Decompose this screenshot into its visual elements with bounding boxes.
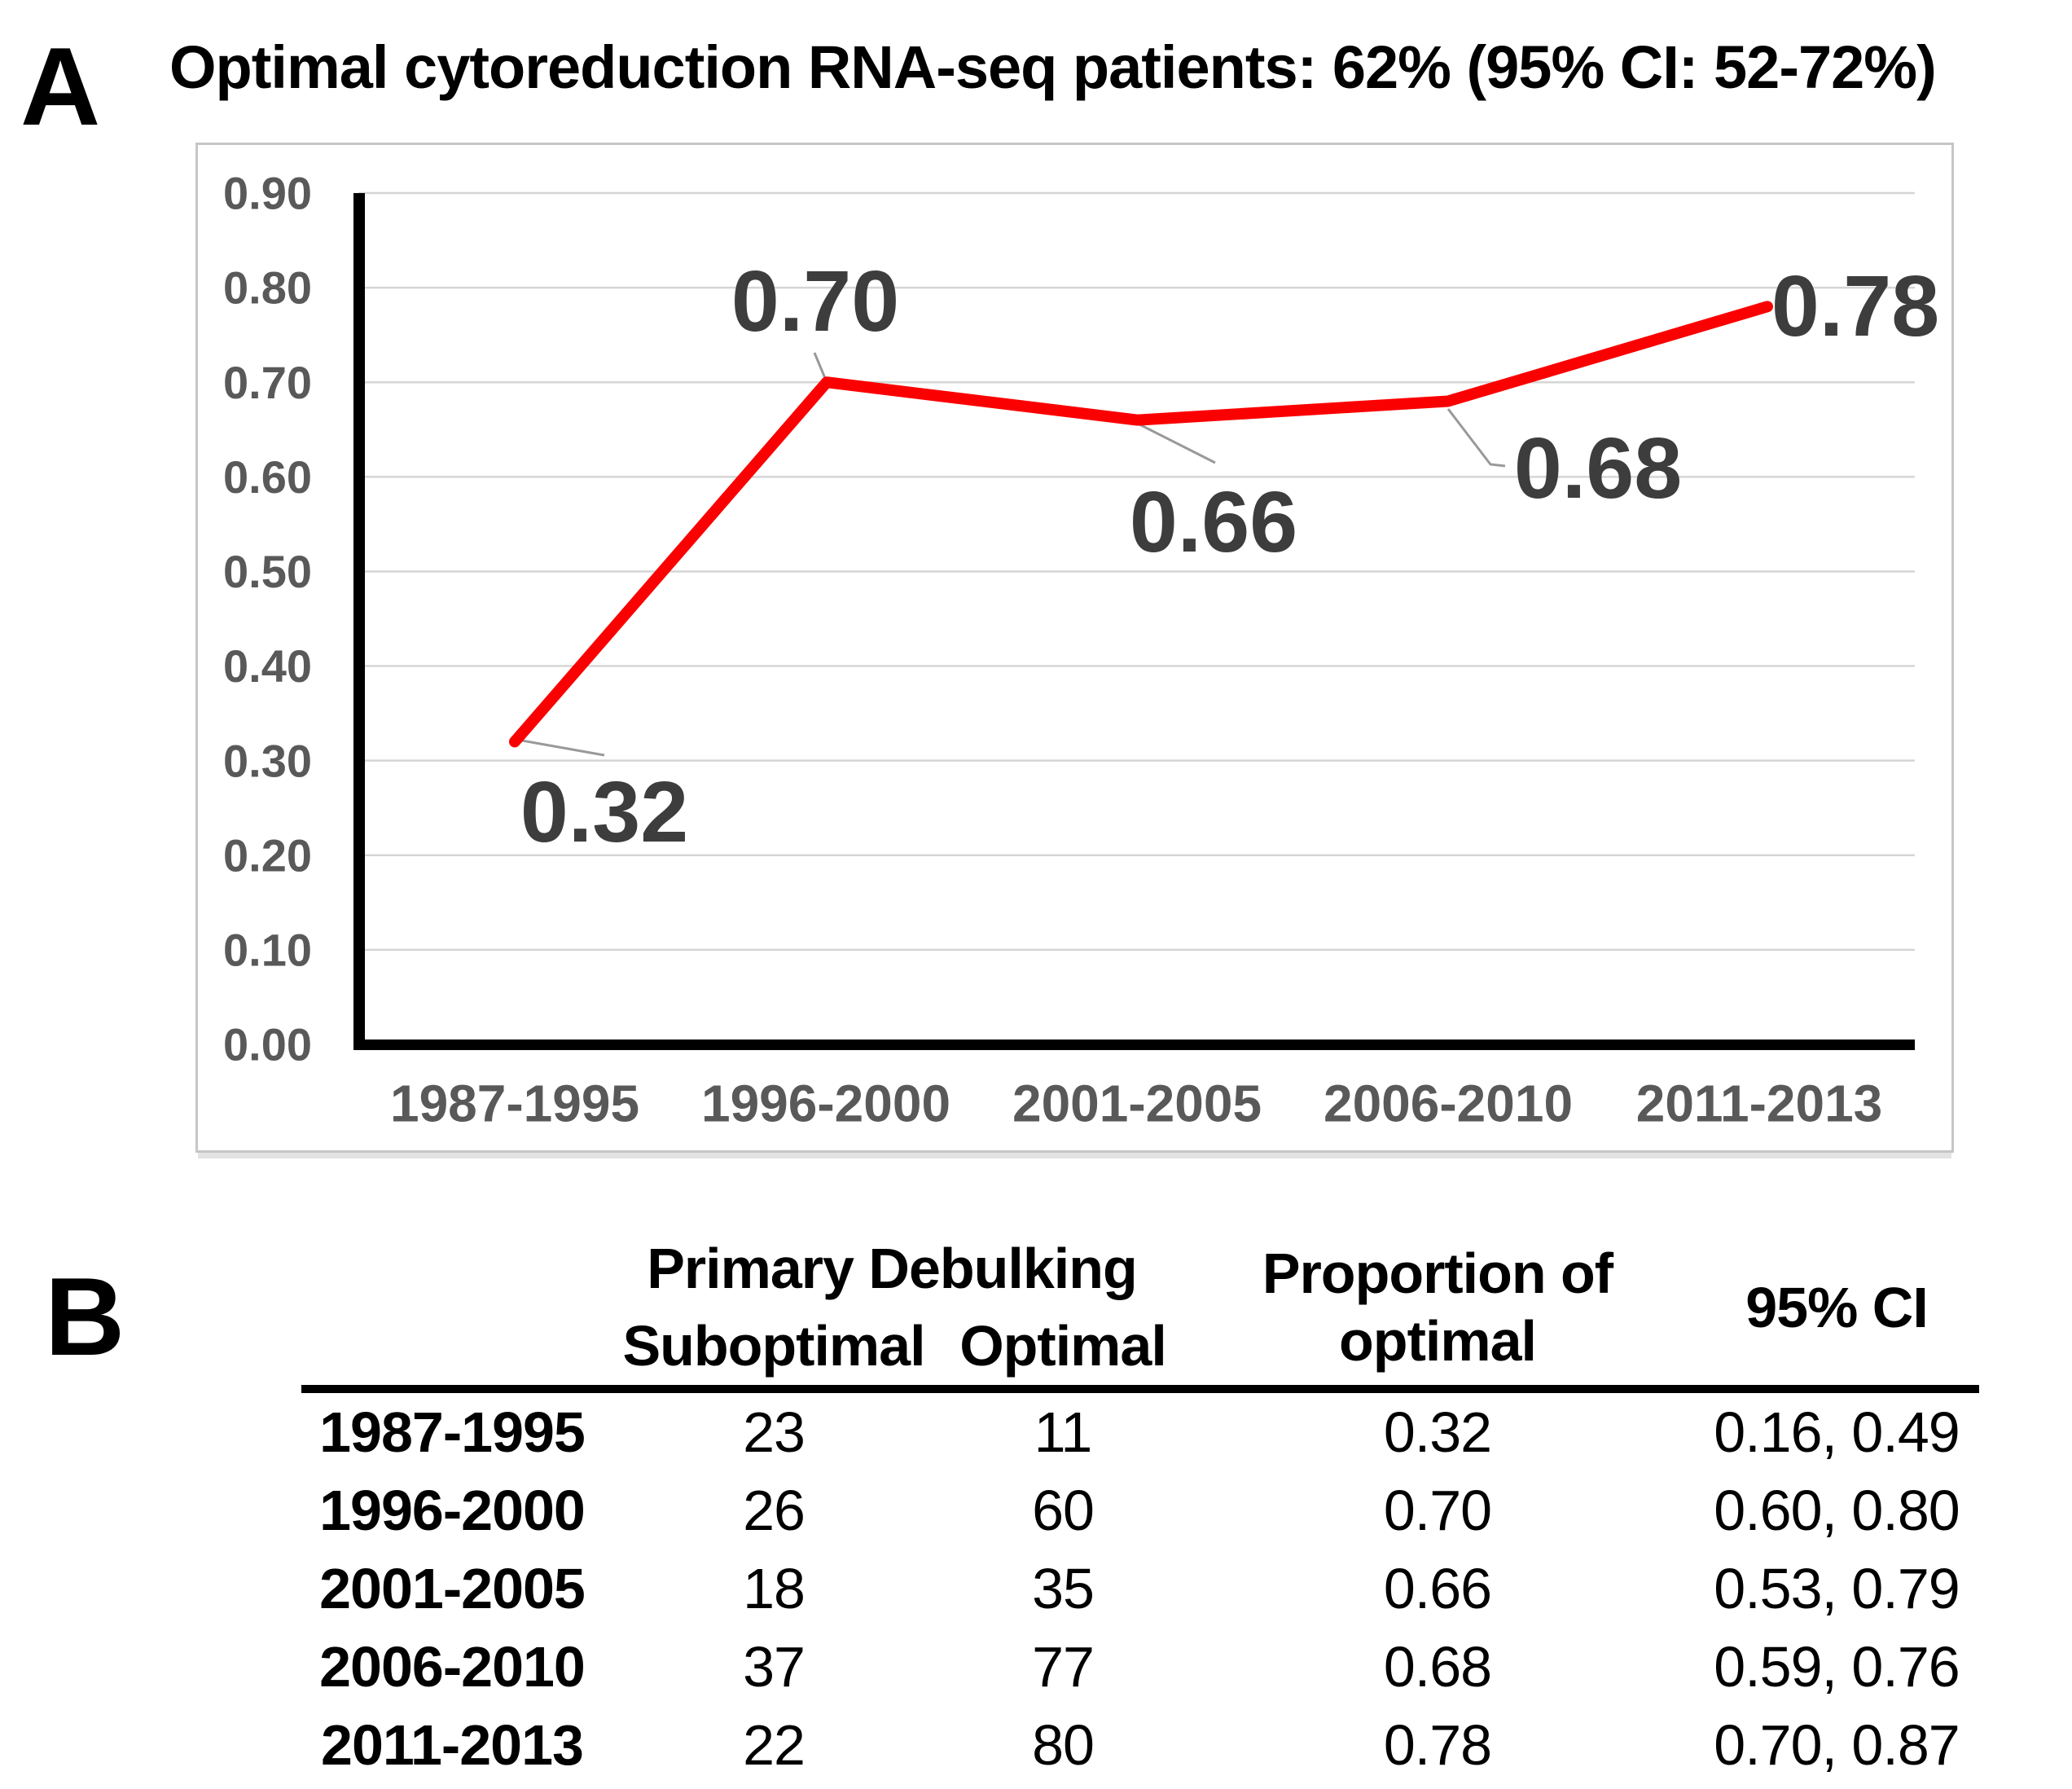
x-axis — [353, 1040, 1915, 1050]
row-proportion: 0.70 — [1383, 1479, 1492, 1542]
line-chart: 0.00 0.10 0.20 0.30 0.40 0.50 0.60 0.70 0.80 0.90… — [223, 168, 1939, 1133]
row-ci: 0.70, 0.87 — [1714, 1713, 1960, 1777]
row-optimal: 77 — [1032, 1635, 1095, 1699]
table-row: 2001-2005 18 35 0.66 0.53, 0.79 — [301, 1549, 1979, 1628]
row-suboptimal: 26 — [743, 1479, 806, 1542]
row-period: 1996-2000 — [319, 1479, 586, 1542]
y-tick-label: 0.60 — [223, 451, 312, 503]
row-ci: 0.53, 0.79 — [1714, 1557, 1960, 1620]
row-proportion: 0.68 — [1383, 1635, 1492, 1699]
x-tick-label: 2001-2005 — [1012, 1074, 1262, 1132]
debulking-table: Primary Debulking Suboptimal Optimal Pro… — [301, 1230, 1979, 1784]
data-label-leader — [1446, 408, 1506, 468]
y-tick-label: 0.30 — [223, 735, 312, 786]
data-label: 0.78 — [1771, 258, 1939, 354]
row-optimal: 80 — [1032, 1713, 1095, 1777]
header-primary-debulking: Primary Debulking — [647, 1237, 1138, 1301]
table-header-rule — [301, 1385, 1979, 1393]
y-tick-label: 0.20 — [223, 829, 312, 881]
y-tick-label: 0.50 — [223, 546, 312, 597]
x-tick-label: 1996-2000 — [701, 1074, 950, 1132]
y-tick-label: 0.80 — [223, 262, 312, 314]
data-label: 0.68 — [1514, 420, 1682, 516]
row-suboptimal: 18 — [743, 1557, 806, 1620]
data-label-leader — [516, 738, 605, 757]
row-suboptimal: 22 — [743, 1713, 806, 1777]
row-optimal: 11 — [1034, 1400, 1093, 1464]
y-tick-label: 0.90 — [223, 168, 312, 219]
data-label-leader — [1137, 422, 1216, 464]
panel-a-label: A — [20, 24, 101, 148]
table-row: 1996-2000 26 60 0.70 0.60, 0.80 — [301, 1471, 1979, 1549]
chart-panel: 0.00 0.10 0.20 0.30 0.40 0.50 0.60 0.70 0.80 0.90… — [195, 143, 1954, 1153]
row-proportion: 0.66 — [1383, 1557, 1492, 1620]
header-optimal: Optimal — [959, 1314, 1167, 1378]
y-tick-label: 0.40 — [223, 640, 312, 692]
row-period: 2006-2010 — [319, 1635, 586, 1699]
header-suboptimal: Suboptimal — [622, 1314, 925, 1378]
table-header: Primary Debulking Suboptimal Optimal Pro… — [301, 1230, 1979, 1385]
y-axis — [353, 193, 365, 1050]
data-label: 0.70 — [731, 253, 899, 349]
series-line — [509, 301, 1773, 748]
row-ci: 0.60, 0.80 — [1714, 1479, 1960, 1542]
table-row: 2006-2010 37 77 0.68 0.59, 0.76 — [301, 1628, 1979, 1706]
row-proportion: 0.78 — [1383, 1713, 1492, 1777]
row-ci: 0.16, 0.49 — [1714, 1400, 1960, 1464]
y-tick-label: 0.70 — [223, 357, 312, 408]
row-suboptimal: 37 — [743, 1635, 806, 1699]
row-ci: 0.59, 0.76 — [1714, 1635, 1960, 1699]
header-95-ci: 95% CI — [1745, 1275, 1929, 1339]
table-row: 1987-1995 23 11 0.32 0.16, 0.49 — [301, 1393, 1979, 1471]
row-period: 2011-2013 — [321, 1713, 584, 1777]
x-tick-label: 2011-2013 — [1636, 1074, 1883, 1132]
y-tick-label: 0.00 — [223, 1019, 312, 1070]
chart-title: Optimal cytoreduction RNA-seq patients: … — [169, 33, 1937, 101]
row-optimal: 60 — [1032, 1479, 1095, 1542]
row-proportion: 0.32 — [1383, 1400, 1492, 1464]
x-tick-label: 1987-1995 — [390, 1074, 639, 1132]
row-period: 2001-2005 — [319, 1557, 586, 1620]
x-tick-label: 2006-2010 — [1324, 1074, 1573, 1132]
table-row: 2011-2013 22 80 0.78 0.70, 0.87 — [301, 1706, 1979, 1784]
y-tick-label: 0.10 — [223, 924, 312, 975]
panel-b-label: B — [45, 1255, 125, 1378]
data-label: 0.66 — [1130, 474, 1297, 570]
header-proportion-of-optimal: Proportion of optimal — [1262, 1242, 1613, 1373]
data-label: 0.32 — [520, 764, 688, 860]
row-period: 1987-1995 — [319, 1400, 586, 1464]
row-optimal: 35 — [1032, 1557, 1095, 1620]
row-suboptimal: 23 — [743, 1400, 806, 1464]
